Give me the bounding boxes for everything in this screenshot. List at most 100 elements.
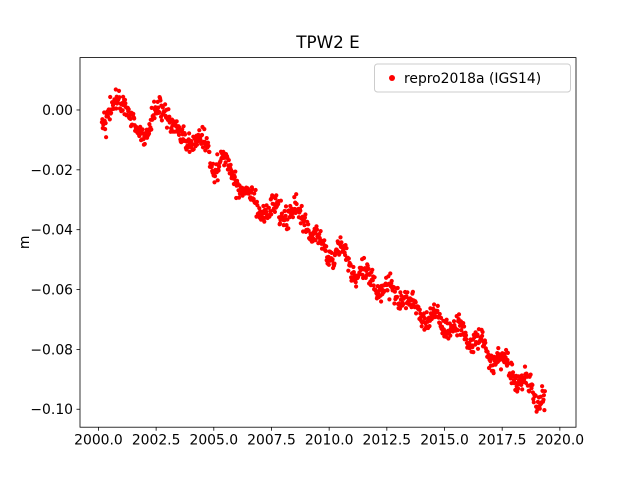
data-point [520,387,525,392]
x-tick-label: 2012.5 [363,433,412,449]
data-point [322,238,327,243]
data-point [314,227,319,232]
data-point [387,297,392,302]
data-point [432,302,437,307]
data-point [147,122,152,127]
y-axis-label: m [17,236,33,250]
data-point [108,94,113,100]
data-point [131,111,136,116]
data-point [531,400,536,405]
data-point [306,222,311,227]
data-point [314,224,319,229]
y-tick-label: −0.06 [30,283,73,299]
data-point [344,246,349,251]
data-point [278,198,283,203]
data-point [158,98,163,103]
data-point [272,209,277,214]
legend: repro2018a (IGS14) [374,63,571,93]
data-point [303,212,308,217]
data-point [326,262,331,267]
data-point [269,212,274,217]
data-point [437,311,442,317]
y-tick-label: −0.04 [30,223,73,239]
data-point [414,311,419,316]
data-point [114,106,119,111]
data-point [527,389,532,394]
data-point [379,299,384,304]
x-tick-label: 2005.0 [189,433,238,449]
data-point [211,161,216,166]
data-point [462,324,467,329]
data-point [455,333,460,338]
data-point [435,303,440,308]
data-point [103,121,108,126]
data-point [113,87,118,92]
data-point [232,175,237,180]
data-point [339,240,344,245]
data-point [157,109,162,115]
data-point [542,408,547,413]
data-point [509,362,515,367]
data-point [215,178,220,183]
data-point [397,306,403,311]
data-point [223,160,228,165]
data-point [216,168,221,173]
data-point [463,333,469,338]
data-point [522,364,528,369]
legend-marker-dot-icon [389,75,395,81]
data-point [395,294,400,300]
data-point [354,284,359,289]
data-point [471,350,476,355]
data-point [156,105,161,110]
legend-frame [374,63,571,93]
data-point [461,321,466,326]
data-point [343,252,348,258]
x-tick-label: 2010.0 [305,433,354,449]
data-point [252,191,257,196]
data-point [251,197,256,202]
data-point [204,136,209,141]
data-point [505,357,510,363]
data-point [541,397,546,402]
data-point [128,116,133,121]
data-point [109,110,114,115]
data-point [329,250,334,255]
data-point [182,132,188,137]
data-point [338,235,343,240]
data-point [164,125,170,130]
data-point [417,307,422,312]
data-point [104,135,109,140]
data-point [142,141,147,147]
data-point [346,268,351,273]
data-point [187,149,192,154]
data-point [361,255,367,261]
data-point [122,97,128,102]
data-point [371,283,376,288]
data-point [448,333,453,338]
data-point [274,193,279,198]
data-point [424,310,429,315]
data-point [277,221,283,226]
data-point [475,346,481,351]
data-point [202,127,207,132]
data-point [233,169,238,174]
data-point [318,229,323,234]
x-tick-label: 2007.5 [247,433,296,449]
data-point [372,275,377,280]
data-point [254,199,259,204]
data-point [282,208,287,214]
data-point [385,288,390,293]
data-point [483,340,488,345]
data-point [266,205,271,210]
data-point [146,131,152,136]
data-point [370,267,375,272]
data-point [410,289,415,294]
data-point [403,306,409,311]
data-point [427,324,432,329]
data-point [294,201,299,207]
data-point [351,264,356,270]
data-point [392,289,397,294]
data-point [398,290,403,295]
